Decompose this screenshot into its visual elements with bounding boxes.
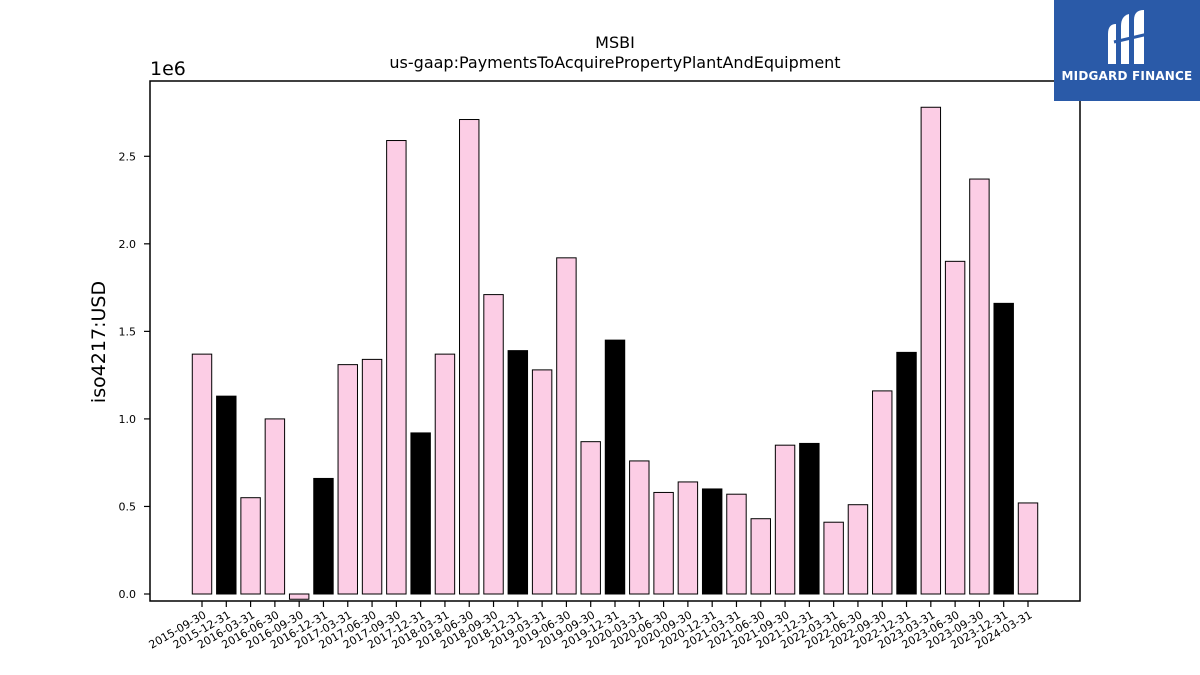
bar-2019-03-31	[531, 369, 553, 595]
y-tick-label: 2.0	[119, 238, 137, 251]
bar-2018-09-30	[483, 294, 504, 595]
bar-2023-03-31	[920, 106, 942, 595]
bar-2019-12-31	[604, 339, 626, 595]
y-tick-label: 2.5	[119, 150, 137, 163]
y-tick-label: 1.5	[119, 325, 137, 338]
bar-2020-12-31	[701, 488, 723, 595]
bar-2018-03-31	[434, 353, 456, 595]
brand-logo: MIDGARD FINANCE	[1054, 0, 1200, 101]
bar-2016-09-30	[288, 593, 310, 600]
bar-2017-09-30	[386, 140, 407, 595]
bar-2022-06-30	[847, 504, 869, 595]
bar-2024-03-31	[1017, 502, 1039, 595]
bar-2023-12-31	[993, 302, 1014, 595]
y-axis-ticks: 0.0 0.5 1.0 1.5 2.0 2.5	[119, 150, 150, 601]
y-axis-label: iso4217:USD	[88, 281, 110, 403]
bar-2020-03-31	[629, 460, 650, 595]
bar-2015-12-31	[216, 395, 237, 595]
bar-2023-06-30	[944, 260, 966, 595]
bar-2017-12-31	[410, 432, 431, 595]
x-axis-ticks: 2015-09-302015-12-312016-03-312016-06-30…	[147, 601, 1035, 652]
chart-subtitle: us-gaap:PaymentsToAcquirePropertyPlantAn…	[389, 53, 840, 72]
bar-2021-06-30	[750, 518, 771, 595]
chart-title: MSBI	[595, 33, 635, 52]
bar-2020-06-30	[653, 491, 674, 595]
bar-2017-03-31	[337, 364, 358, 595]
bar-2021-09-30	[774, 444, 796, 595]
bar-2021-12-31	[799, 442, 820, 595]
bar-2016-03-31	[240, 497, 261, 595]
bar-2023-09-30	[969, 178, 990, 595]
plot-frame	[149, 80, 1081, 602]
bars-layer	[191, 106, 1039, 600]
bar-2022-09-30	[872, 390, 893, 595]
bar-2019-06-30	[556, 257, 577, 595]
midgard-logo-icon	[1108, 10, 1149, 64]
y-tick-label: 1.0	[119, 413, 137, 426]
bar-2020-09-30	[677, 481, 699, 595]
bar-2021-03-31	[726, 493, 747, 595]
bar-2022-03-31	[823, 521, 844, 595]
bar-2016-06-30	[264, 418, 286, 595]
y-axis-offset-label: 1e6	[150, 58, 186, 80]
bar-2016-12-31	[313, 477, 334, 595]
y-tick-label: 0.5	[119, 500, 137, 513]
y-tick-label: 0.0	[119, 588, 137, 601]
bar-2015-09-30	[191, 353, 213, 595]
bar-2022-12-31	[896, 351, 917, 595]
bar-2018-06-30	[459, 119, 480, 595]
bar-2019-09-30	[580, 441, 601, 595]
bar-2018-12-31	[507, 350, 529, 595]
bar-2017-06-30	[361, 358, 383, 595]
brand-logo-text: MIDGARD FINANCE	[1061, 69, 1193, 83]
